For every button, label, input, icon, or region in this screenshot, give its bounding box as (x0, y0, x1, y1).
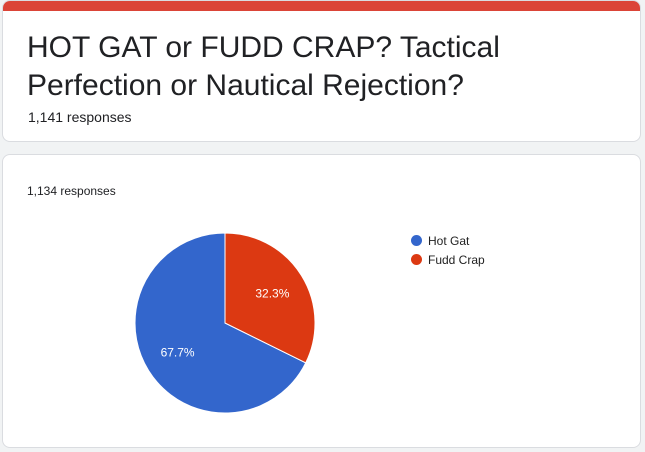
legend-dot-icon (411, 235, 422, 246)
chart-legend: Hot Gat Fudd Crap (411, 231, 485, 269)
form-title: HOT GAT or FUDD CRAP? Tactical Perfectio… (27, 31, 500, 102)
question-response-count: 1,134 responses (27, 184, 116, 198)
pie-chart: 67.7% 32.3% (134, 232, 316, 414)
form-header-card: HOT GAT or FUDD CRAP? Tactical Perfectio… (2, 0, 641, 142)
legend-label: Hot Gat (428, 233, 470, 248)
pie-slice-fudd-crap (224, 232, 316, 364)
accent-bar (3, 1, 640, 11)
legend-label: Fudd Crap (428, 252, 485, 267)
question-card: 1,134 responses 67.7% 32.3% Hot Gat Fudd C… (2, 154, 641, 448)
legend-item-fudd-crap: Fudd Crap (411, 250, 485, 269)
pie-slice-hot-gat (134, 232, 307, 414)
form-response-count: 1,141 responses (28, 109, 132, 125)
legend-item-hot-gat: Hot Gat (411, 231, 485, 250)
legend-dot-icon (411, 254, 422, 265)
pie-label-fudd-crap: 32.3% (255, 287, 289, 301)
pie-label-hot-gat: 67.7% (161, 345, 195, 359)
